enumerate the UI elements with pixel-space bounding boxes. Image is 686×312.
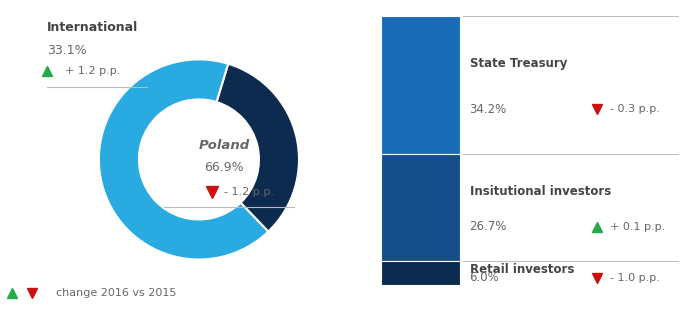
Text: + 0.1 p.p.: + 0.1 p.p.: [610, 222, 665, 232]
Text: - 1.0 p.p.: - 1.0 p.p.: [610, 273, 660, 283]
Text: - 0.3 p.p.: - 0.3 p.p.: [610, 105, 660, 115]
Text: Retail investors: Retail investors: [469, 263, 574, 276]
Text: 33.1%: 33.1%: [47, 44, 86, 57]
Text: 26.7%: 26.7%: [469, 220, 507, 233]
Text: International: International: [47, 21, 138, 34]
Text: + 1.2 p.p.: + 1.2 p.p.: [65, 66, 120, 76]
Text: 6.0%: 6.0%: [469, 271, 499, 284]
Text: - 1.2 p.p.: - 1.2 p.p.: [224, 188, 274, 197]
Text: 34.2%: 34.2%: [469, 103, 507, 116]
Text: change 2016 vs 2015: change 2016 vs 2015: [56, 288, 176, 298]
Text: Poland: Poland: [198, 139, 250, 152]
Text: State Treasury: State Treasury: [469, 57, 567, 71]
Wedge shape: [217, 64, 299, 232]
Bar: [381, 154, 460, 261]
Bar: [381, 16, 460, 154]
Wedge shape: [99, 59, 268, 260]
Bar: [381, 261, 460, 285]
Text: 66.9%: 66.9%: [204, 161, 244, 174]
Text: Insitutional investors: Insitutional investors: [469, 185, 611, 198]
